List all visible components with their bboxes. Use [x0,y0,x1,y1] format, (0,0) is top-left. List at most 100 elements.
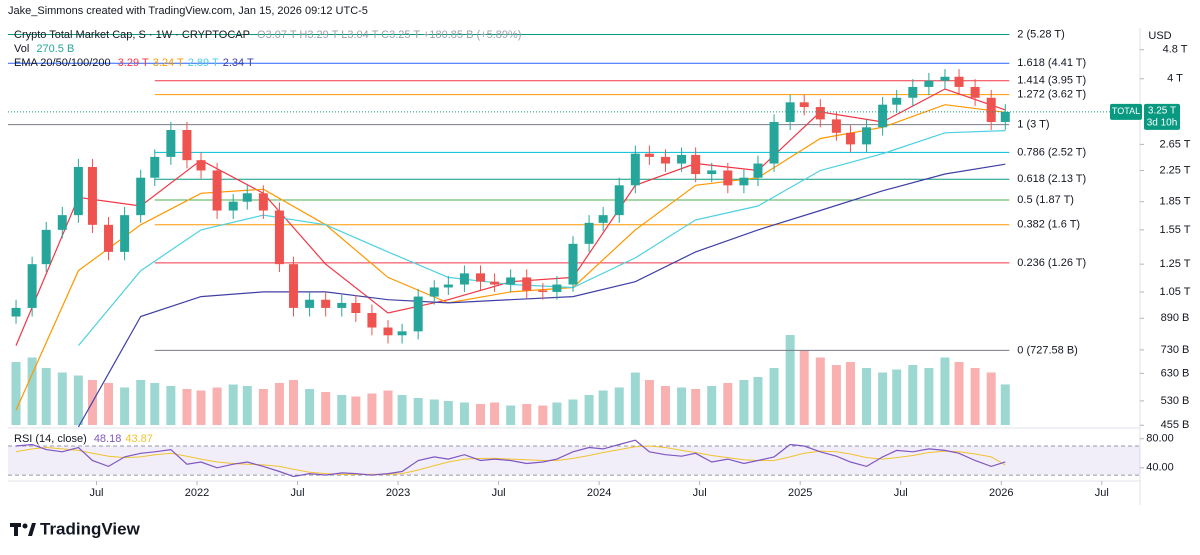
volume-bar [552,402,562,425]
candle-body [397,331,407,336]
volume-bar [598,390,608,425]
candle-body [429,287,439,297]
candle-body [753,163,763,178]
candle-body [73,166,83,216]
candle-body [11,307,21,317]
candle-body [367,313,377,328]
y-tick-label: 1.25 T [1160,258,1191,270]
candle-body [691,154,701,175]
volume-bar [321,392,331,425]
ema-value: 2.34 T [222,57,254,69]
candle-body [845,132,855,145]
ema-value: 3.29 T [117,57,149,69]
x-tick-label: 2022 [185,487,209,499]
x-tick-label: Jul [1095,487,1109,499]
y-tick-label: 630 B [1161,367,1190,379]
volume-bar [691,389,701,425]
ema-line [15,104,1006,411]
x-tick-label: Jul [89,487,103,499]
y-tick-label: 530 B [1161,395,1190,407]
candle-body [289,264,299,308]
candle-body [878,104,888,128]
volume-bar [367,393,377,425]
x-tick-label: Jul [894,487,908,499]
volume-bar [707,386,717,425]
rsi-ma-value: 43.87 [125,433,153,445]
x-tick-label: Jul [291,487,305,499]
price-panel [8,28,1140,428]
ema-line [77,163,1006,428]
volume-bar [723,383,733,425]
author: Jake_Simmons created with TradingView.co… [8,5,368,17]
volume-bar [196,390,206,425]
volume-bar [753,377,763,425]
volume-bar [212,387,222,425]
volume-bar [166,386,176,425]
volume-bar [41,368,51,425]
volume-bar [289,380,299,425]
volume-bar [644,380,654,425]
candle-body [242,193,252,202]
candle-body [924,80,934,87]
volume-bar [136,380,146,425]
volume-bar [73,375,83,425]
fib-label: 1 (3 T) [1017,119,1049,131]
y-tick-label: 1.05 T [1160,286,1191,298]
candle-body [614,185,624,216]
candle-body [274,210,284,265]
candle-body [166,130,176,157]
candle-body [120,215,130,252]
candle-body [87,166,97,225]
volume-bar [924,368,934,425]
candle-body [506,277,516,285]
volume-bar [490,402,500,425]
y-tick-label: 1.85 T [1160,196,1191,208]
volume-bar [120,387,130,425]
symbol-title: Crypto Total Market Cap, S · 1W · CRYPTO… [14,29,250,41]
x-tick-label: 2024 [587,487,611,499]
y-tick-label: 455 B [1161,419,1190,431]
currency: USD [1148,30,1171,42]
candle-body [862,127,872,145]
volume-bar [274,383,284,425]
legend-rsi: RSI (14, close) 48.18 43.87 [14,433,157,445]
fib-label: 1.414 (3.95 T) [1017,75,1086,87]
candle-body [831,119,841,133]
symbol-tag [1110,103,1142,120]
volume-bar [799,350,809,425]
volume-bar [351,396,361,425]
fib-label: 0.618 (2.13 T) [1017,173,1086,185]
candle-body [1000,111,1010,122]
volume-bar [429,399,439,425]
candle-body [644,153,654,157]
rsi-tick-label: 80.00 [1146,433,1174,445]
volume-bar [228,384,238,425]
candle-body [321,299,331,308]
legend-volume: Vol 270.5 B [14,43,78,55]
x-tick-label: 2026 [989,487,1013,499]
candle-body [568,243,578,285]
volume-bar [584,395,594,425]
x-tick-label: 2023 [386,487,410,499]
candle-body [490,281,500,285]
x-tick-label: 2025 [788,487,812,499]
y-tick-label: 2.65 T [1160,138,1191,150]
rsi-line [15,439,1006,478]
x-tick-label: Jul [492,487,506,499]
candle-body [739,177,749,186]
candle-body [799,102,809,108]
candle-body [351,302,361,314]
candle-body [383,327,393,336]
volume-bar [677,387,687,425]
candle-body [41,229,51,265]
candle-body [459,273,469,285]
rsi-tick-label: 40.00 [1146,462,1174,474]
ema-line [15,88,1006,346]
candle-body [104,224,114,252]
fib-label: 0 (727.58 B) [1017,344,1078,356]
candle-body [892,97,902,105]
fib-label: 0.5 (1.87 T) [1017,194,1074,206]
volume-bar [769,368,779,425]
